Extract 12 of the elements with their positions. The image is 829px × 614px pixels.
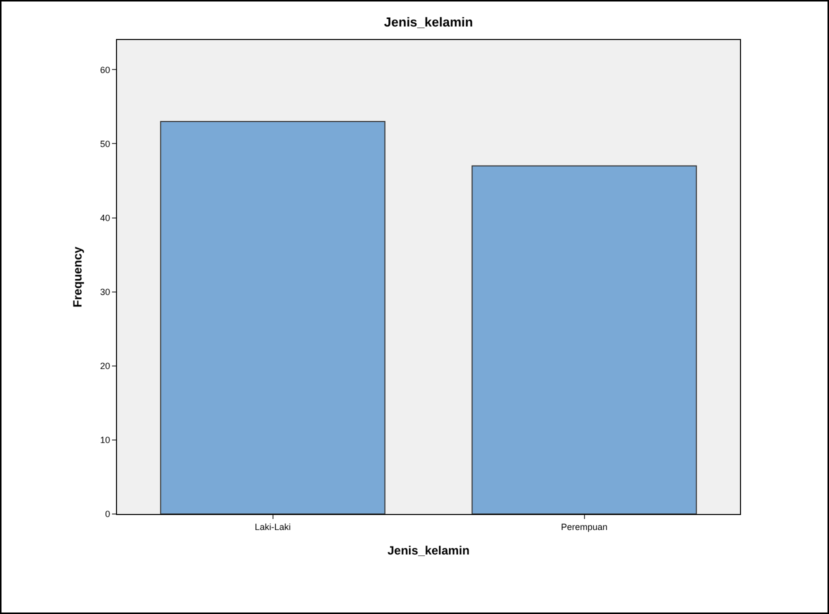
y-tick-label: 10 (100, 435, 110, 446)
x-tick-label: Perempuan (560, 522, 608, 532)
y-tick-label: 60 (100, 64, 110, 75)
x-tick-label: Laki-Laki (254, 522, 291, 532)
y-tick-label: 40 (100, 212, 110, 223)
y-tick-label: 50 (100, 138, 110, 149)
y-axis-title: Frequency (70, 246, 84, 308)
chart-title: Jenis_kelamin (384, 14, 473, 30)
y-tick-label: 0 (105, 509, 110, 520)
y-tick-label: 20 (100, 361, 110, 372)
x-axis-title: Jenis_kelamin (387, 544, 470, 558)
y-tick-label: 30 (100, 286, 110, 297)
